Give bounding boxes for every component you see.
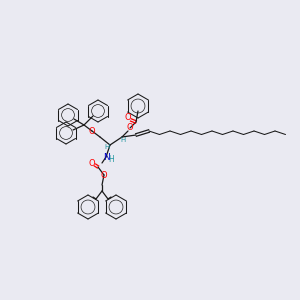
Text: O: O <box>127 124 133 133</box>
Text: H: H <box>108 154 114 164</box>
Text: H: H <box>120 137 126 143</box>
Text: O: O <box>101 170 107 179</box>
Text: O: O <box>89 158 95 167</box>
Text: O: O <box>89 127 95 136</box>
Text: H: H <box>104 144 110 150</box>
Text: N: N <box>103 152 110 161</box>
Text: O: O <box>125 113 131 122</box>
